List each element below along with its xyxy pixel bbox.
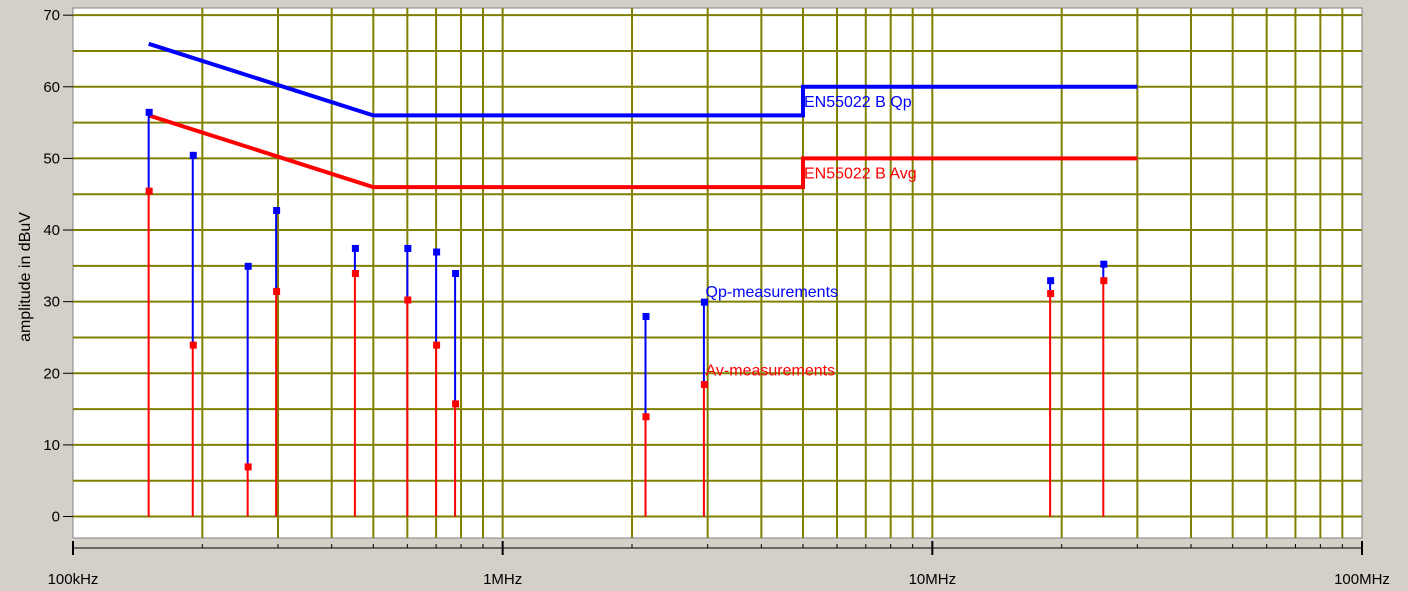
limit-line: [148, 113, 1138, 190]
qp-marker: [700, 298, 708, 306]
x-tick-label: 1MHz: [483, 571, 522, 588]
x-tick-label: 100kHz: [48, 571, 99, 588]
av-marker: [1047, 290, 1055, 298]
y-tick-label: 70: [43, 7, 60, 24]
av-marker: [433, 341, 441, 349]
y-tick-label: 40: [43, 222, 60, 239]
av-marker: [145, 187, 153, 195]
av-marker: [1100, 277, 1108, 285]
qp-marker: [404, 244, 412, 252]
y-tick-label: 30: [43, 294, 60, 311]
annotation-label: EN55022 B Qp: [804, 94, 912, 111]
av-marker: [351, 270, 359, 277]
y-tick-label: 50: [43, 150, 60, 167]
measurements: [145, 108, 1108, 517]
qp-marker: [1047, 277, 1055, 285]
qp-marker: [452, 270, 460, 277]
y-tick-label: 10: [43, 437, 60, 454]
tick-labels: 100kHz 1MHz 10MHz 100MHz 0 10 20 30 40 50 60 70: [43, 7, 1390, 588]
plot-area: [72, 7, 1363, 539]
av-marker: [642, 413, 650, 421]
x-tick-label: 100MHz: [1334, 571, 1390, 588]
av-marker: [404, 296, 412, 304]
axes: [63, 14, 1363, 555]
qp-marker: [642, 312, 650, 320]
annotation-label: Qp-measurements: [706, 284, 839, 301]
y-tick-label: 60: [43, 79, 60, 96]
x-tick-label: 10MHz: [909, 571, 957, 588]
qp-marker: [351, 244, 359, 252]
av-marker: [244, 463, 252, 471]
y-tick-label: 0: [52, 509, 60, 526]
annotation-label: Av-measurements: [706, 363, 836, 380]
av-marker: [700, 381, 708, 389]
limit-lines: [148, 41, 1138, 190]
y-tick-label: 20: [43, 365, 60, 382]
qp-marker: [189, 151, 197, 159]
qp-marker: [433, 248, 441, 256]
qp-marker: [244, 262, 252, 270]
av-marker: [452, 400, 460, 408]
av-marker: [189, 341, 197, 349]
annotations: EN55022 B Qp EN55022 B Avg Qp-measurements…: [706, 94, 917, 380]
qp-marker: [1100, 260, 1108, 268]
annotation-label: EN55022 B Avg: [804, 166, 917, 183]
qp-marker: [273, 206, 281, 214]
qp-marker: [145, 108, 153, 116]
y-axis-label: amplitude in dBuV: [17, 212, 34, 342]
grid: [73, 8, 1362, 538]
limit-line: [148, 41, 1138, 118]
av-marker: [273, 287, 281, 295]
